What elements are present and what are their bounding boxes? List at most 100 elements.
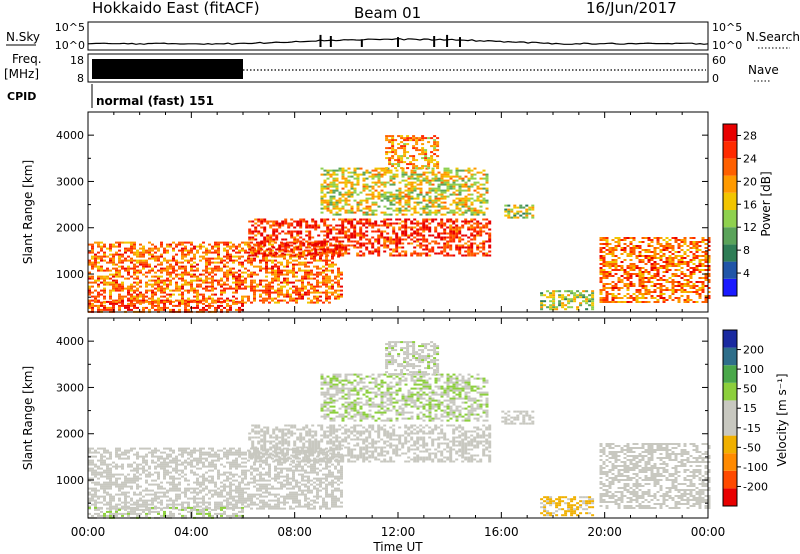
echo-cell xyxy=(446,236,450,239)
echo-cell xyxy=(573,300,577,303)
echo-cell xyxy=(298,295,301,298)
echo-cell xyxy=(115,241,118,244)
echo-cell xyxy=(656,241,660,243)
echo-cell xyxy=(440,226,444,229)
echo-cell xyxy=(328,281,331,284)
echo-cell xyxy=(320,173,324,176)
echo-cell xyxy=(121,487,124,490)
echo-cell xyxy=(334,275,337,278)
echo-cell xyxy=(617,257,621,259)
echo-cell xyxy=(344,185,348,188)
echo-cell xyxy=(154,251,157,254)
echo-cell xyxy=(388,161,392,164)
echo-cell xyxy=(130,299,133,302)
echo-cell xyxy=(359,191,363,194)
echo-cell xyxy=(169,245,172,248)
echo-cell xyxy=(386,238,390,241)
echo-cell xyxy=(617,265,621,267)
echo-cell xyxy=(422,220,426,223)
echo-cell xyxy=(248,236,252,239)
echo-cell xyxy=(437,185,441,188)
echo-cell xyxy=(455,197,459,200)
echo-cell xyxy=(467,240,471,243)
echo-cell xyxy=(347,230,351,233)
echo-cell xyxy=(665,257,669,259)
echo-cell xyxy=(428,228,432,231)
echo-cell xyxy=(353,167,357,170)
date-title: 16/Jun/2017 xyxy=(586,0,677,17)
echo-cell xyxy=(403,155,407,158)
echo-cell xyxy=(653,275,657,277)
echo-cell xyxy=(208,306,211,309)
echo-cell xyxy=(154,279,157,282)
echo-cell xyxy=(316,273,319,276)
echo-cell xyxy=(103,471,106,474)
echo-cell xyxy=(181,449,184,452)
echo-cell xyxy=(121,297,124,300)
echo-cell xyxy=(341,240,345,243)
echo-cell xyxy=(229,259,232,262)
echo-cell xyxy=(419,242,423,245)
echo-cell xyxy=(130,297,133,300)
echo-cell xyxy=(97,279,100,282)
echo-cell xyxy=(671,287,675,289)
echo-cell xyxy=(133,461,136,464)
echo-cell xyxy=(112,301,115,304)
echo-cell xyxy=(94,465,97,468)
echo-cell xyxy=(353,240,357,243)
echo-cell xyxy=(674,263,678,265)
echo-cell xyxy=(608,271,612,273)
echo-cell xyxy=(181,243,184,246)
echo-cell xyxy=(401,246,405,249)
echo-cell xyxy=(632,267,636,269)
echo-cell xyxy=(320,183,324,186)
echo-cell xyxy=(359,246,363,249)
echo-cell xyxy=(704,261,708,263)
echo-cell xyxy=(446,175,450,178)
echo-cell xyxy=(340,289,343,292)
echo-cell xyxy=(599,267,603,269)
echo-cell xyxy=(323,169,327,172)
echo-cell xyxy=(338,197,342,200)
echo-cell xyxy=(166,491,169,494)
echo-cell xyxy=(199,245,202,248)
echo-cell xyxy=(293,236,297,239)
echo-cell xyxy=(449,240,453,243)
echo-cell xyxy=(299,236,303,239)
echo-cell xyxy=(118,259,121,262)
echo-cell xyxy=(184,271,187,274)
echo-cell xyxy=(608,265,612,267)
echo-cell xyxy=(190,251,193,254)
echo-cell xyxy=(641,237,645,239)
echo-cell xyxy=(704,299,708,301)
echo-cell xyxy=(452,181,456,184)
echo-cell xyxy=(256,265,259,268)
echo-cell xyxy=(328,269,331,272)
echo-cell xyxy=(707,257,711,259)
nave-label: Nave xyxy=(748,63,779,77)
echo-cell xyxy=(314,224,318,227)
echo-cell xyxy=(707,245,711,247)
echo-cell xyxy=(314,240,318,243)
echo-cell xyxy=(269,236,273,239)
echo-cell xyxy=(160,481,163,484)
echo-cell xyxy=(707,297,711,299)
echo-cell xyxy=(433,141,437,144)
echo-cell xyxy=(269,248,273,251)
echo-cell xyxy=(656,253,660,255)
echo-cell xyxy=(148,241,151,244)
echo-cell xyxy=(668,239,672,241)
echo-cell xyxy=(482,197,486,200)
echo-cell xyxy=(184,501,187,504)
echo-cell xyxy=(368,252,372,255)
echo-cell xyxy=(205,259,208,262)
echo-cell xyxy=(196,477,199,480)
echo-cell xyxy=(479,228,483,231)
echo-cell xyxy=(290,218,294,221)
echo-cell xyxy=(292,255,295,258)
echo-cell xyxy=(145,263,148,266)
echo-cell xyxy=(332,173,336,176)
echo-cell xyxy=(659,287,663,289)
echo-cell xyxy=(97,261,100,264)
echo-cell xyxy=(193,465,196,468)
